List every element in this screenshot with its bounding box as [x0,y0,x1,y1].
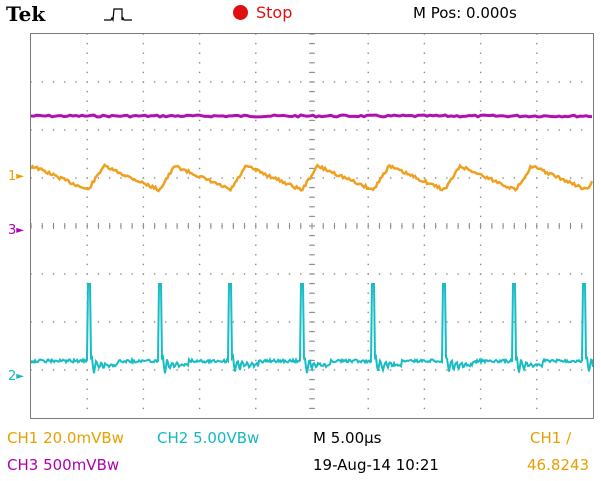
run-stop-status[interactable]: Stop [233,3,292,22]
pulse-trigger-icon [103,6,133,26]
ch3-trace [31,113,593,119]
horizontal-position: M Pos: 0.000s [413,4,517,22]
ch1-scale-readout[interactable]: CH1 20.0mVBw [7,429,124,447]
ch3-ground-marker[interactable]: 3► [8,223,24,238]
trigger-level-readout: 46.8243 [527,456,590,474]
timebase-readout[interactable]: M 5.00µs [313,429,382,447]
ch2-trace [31,283,593,374]
waveform-canvas [31,34,593,410]
ch3-scale-readout[interactable]: CH3 500mVBw [7,456,120,474]
scope-header: Tek Stop M Pos: 0.000s [0,0,601,28]
date-time-readout: 19-Aug-14 10:21 [313,456,439,474]
ch1-ground-marker[interactable]: 1► [8,169,24,184]
brand-logo: Tek [6,2,46,26]
ch1-trace [31,162,593,193]
ch2-scale-readout[interactable]: CH2 5.00VBw [157,429,260,447]
ch2-ground-marker[interactable]: 2► [8,369,24,384]
graticule [31,34,583,410]
run-status-label: Stop [256,3,293,22]
stop-dot-icon [233,5,248,20]
scope-readout-bar: CH1 20.0mVBw CH2 5.00VBw M 5.00µs CH1 ∕ … [0,424,601,481]
waveform-display [30,33,594,419]
trigger-source-readout[interactable]: CH1 ∕ [530,429,572,447]
